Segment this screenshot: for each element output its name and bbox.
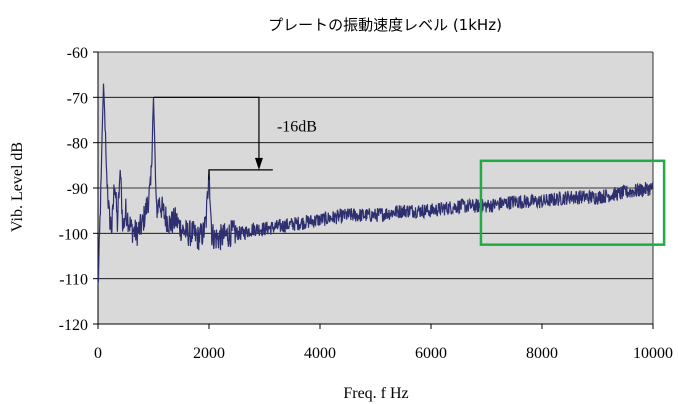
y-axis-label: Vib. Level dB <box>9 142 26 232</box>
x-tick-label: 0 <box>94 345 102 362</box>
annotation-bracket-bottom <box>208 169 273 180</box>
x-tick-label: 2000 <box>193 345 225 362</box>
annotation-label: -16dB <box>277 118 317 135</box>
data-series-line <box>97 83 654 284</box>
x-tick-label: 4000 <box>304 345 336 362</box>
y-tick-label: -90 <box>67 181 88 198</box>
y-tick-label: -100 <box>59 226 88 243</box>
y-tick-label: -110 <box>59 272 88 289</box>
y-tick-label: -70 <box>67 90 88 107</box>
annotation-arrowhead <box>254 157 263 170</box>
y-tick-label: -120 <box>59 317 88 334</box>
x-tick-label: 6000 <box>415 345 447 362</box>
x-tick-label: 10000 <box>633 345 673 362</box>
plot-area: -60 -70 -80 -90 -100 -110 -120 0 2000 4000 6000 800… <box>59 45 673 362</box>
annotation-bracket-top <box>153 96 260 158</box>
chart-title: プレートの振動速度レベル (1kHz) <box>268 16 502 34</box>
x-axis-label: Freq. f Hz <box>343 385 408 402</box>
highlight-box <box>479 159 666 246</box>
y-tick-label: -60 <box>67 45 88 62</box>
y-tick-label: -80 <box>67 136 88 153</box>
x-tick-label: 8000 <box>526 345 558 362</box>
